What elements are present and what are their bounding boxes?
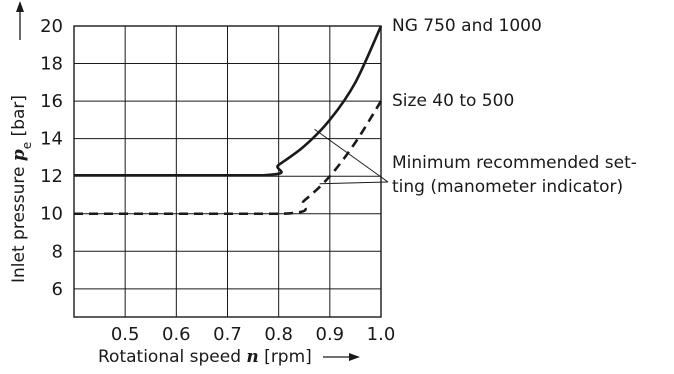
x-axis-arrowhead: [349, 353, 360, 361]
y-axis-arrowhead: [16, 1, 24, 12]
y-axis-label: Inlet pressure pe [bar]: [9, 95, 34, 283]
y-tick-label: 16: [40, 91, 63, 112]
y-tick-label: 20: [40, 16, 63, 37]
series-labels: NG 750 and 1000 Size 40 to 500: [392, 16, 542, 111]
x-tick-label: 0.7: [213, 324, 242, 345]
series-line-1: [74, 25, 383, 177]
annotation-leader-1: [314, 128, 389, 183]
tick-labels: 0.5 0.6 0.7 0.8 0.9 1.0 6 8 10 12 14 16 18 20: [40, 16, 395, 345]
axes: [16, 1, 382, 361]
x-tick-label: 0.5: [111, 324, 140, 345]
annotation: Minimum recommended set-ting (manometer …: [314, 128, 637, 197]
series: [74, 25, 383, 216]
x-tick-label: 0.8: [264, 324, 293, 345]
y-tick-label: 12: [40, 166, 63, 187]
series-label-1: NG 750 and 1000: [392, 16, 542, 36]
x-axis-label: Rotational speed n [rpm]: [98, 347, 312, 367]
x-tick-label: 0.6: [162, 324, 191, 345]
plot-frame: [73, 25, 382, 318]
axis-labels: Rotational speed n [rpm] Inlet pressure p…: [9, 95, 312, 367]
series-line-2: [74, 100, 383, 216]
y-tick-label: 18: [40, 54, 63, 75]
series-label-2: Size 40 to 500: [392, 91, 514, 111]
annotation-line-1: Minimum recommended set-: [392, 153, 637, 173]
y-tick-label: 14: [40, 129, 63, 150]
y-tick-label: 10: [40, 204, 63, 225]
y-tick-label: 8: [52, 241, 63, 262]
y-tick-label: 6: [52, 279, 63, 300]
annotation-line-2: ting (manometer indicator): [392, 177, 623, 197]
grid: [74, 26, 381, 317]
x-tick-label: 1.0: [367, 324, 396, 345]
annotation-leader-2: [319, 181, 389, 185]
x-tick-label: 0.9: [316, 324, 345, 345]
